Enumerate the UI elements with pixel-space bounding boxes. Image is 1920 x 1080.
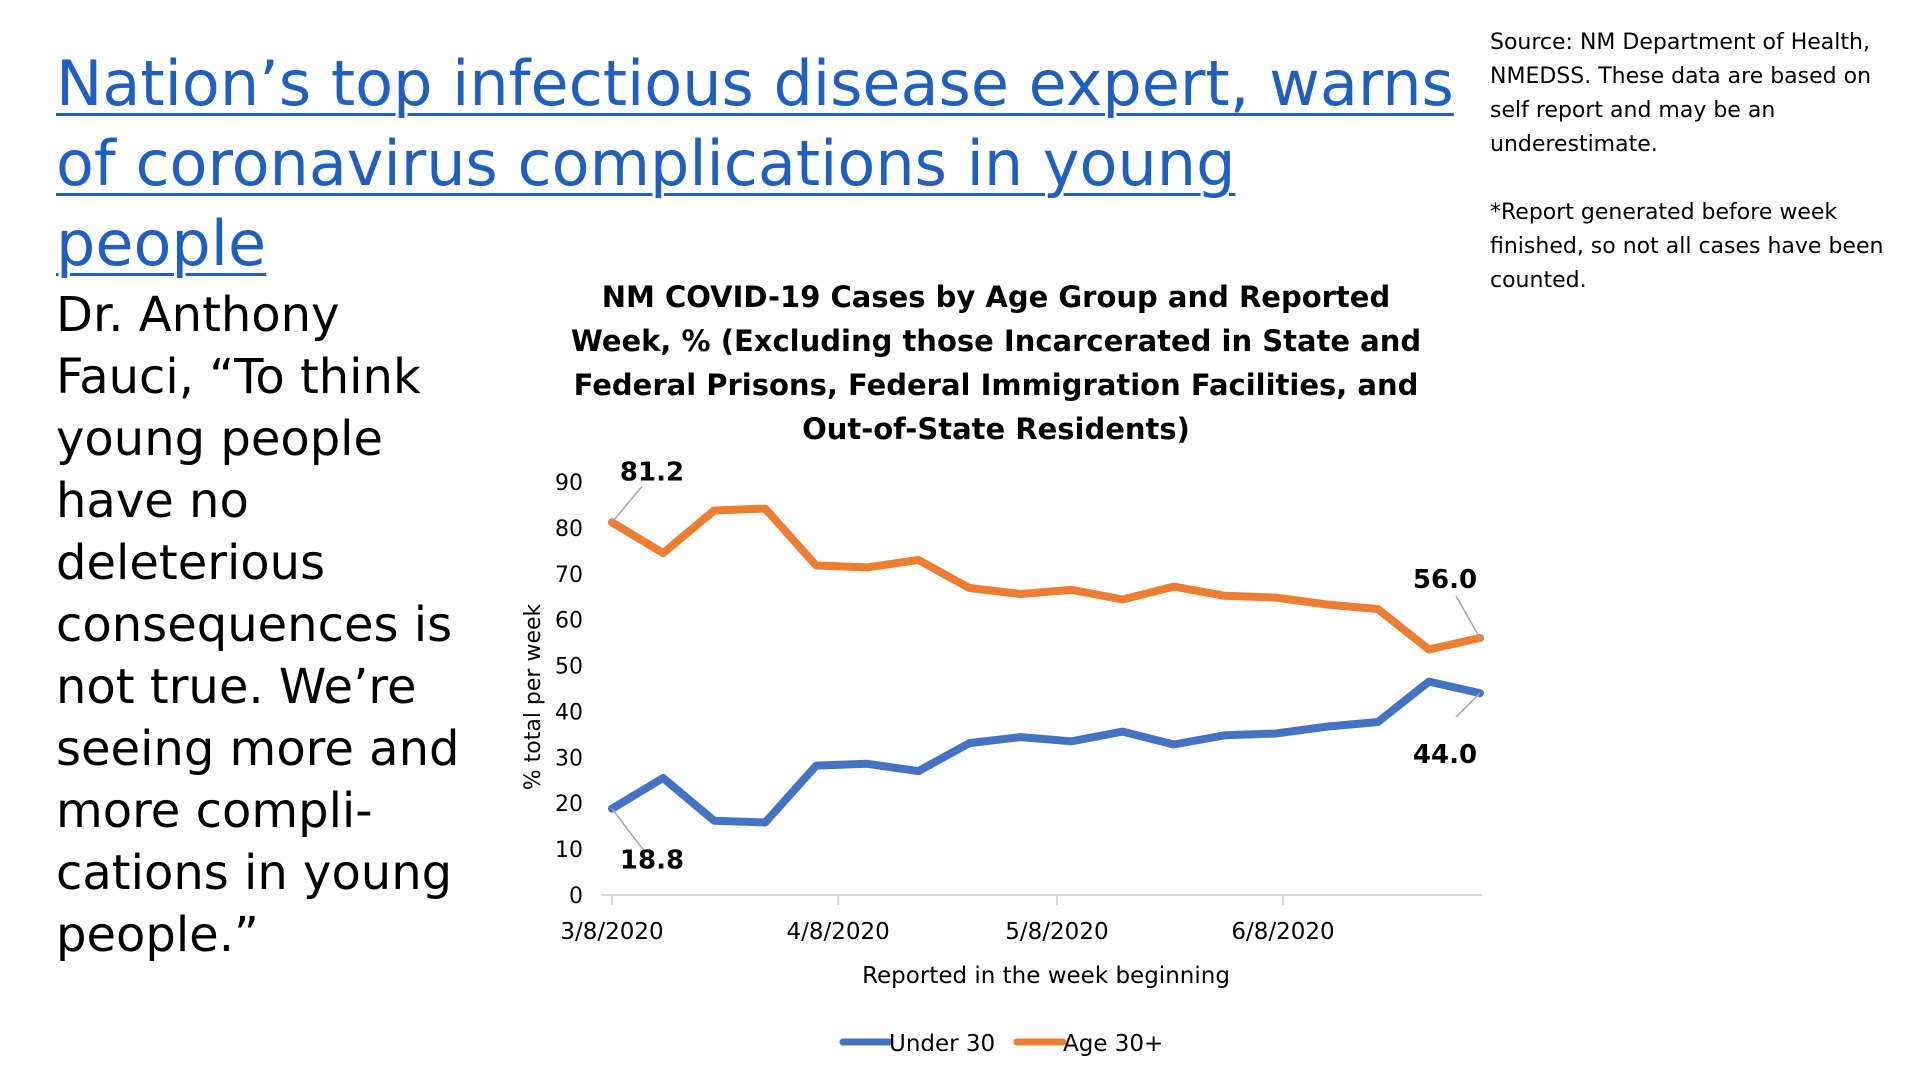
y-tick-label: 70	[555, 563, 583, 588]
legend: Under 30 Age 30+	[839, 1031, 1163, 1057]
data-label: 44.0	[1413, 740, 1477, 770]
chart-title-line: Week, % (Excluding those Incarcerated in…	[571, 324, 1421, 358]
series-line-under-30	[608, 677, 1484, 827]
x-tick-label: 3/8/2020	[560, 919, 663, 945]
y-axis-ticks: 0 10 20 30 40 50 60 70 80 90	[555, 471, 583, 909]
y-tick-label: 40	[555, 700, 583, 725]
y-tick-label: 20	[555, 792, 583, 817]
x-tick-label: 4/8/2020	[786, 919, 889, 945]
x-tick-label: 6/8/2020	[1231, 919, 1334, 945]
series-layer	[608, 504, 1484, 827]
x-tick-label: 5/8/2020	[1005, 919, 1108, 945]
headline-link[interactable]: Nation’s top infectious disease expert, …	[56, 47, 1454, 280]
source-text: Source: NM Department of Health, NMEDSS.…	[1490, 30, 1872, 157]
report-footnote: *Report generated before week finished, …	[1490, 200, 1884, 293]
legend-label: Age 30+	[1063, 1031, 1163, 1057]
source-note: Source: NM Department of Health, NMEDSS.…	[1490, 26, 1910, 332]
series-line-age-30	[608, 504, 1484, 654]
data-label: 56.0	[1413, 565, 1477, 595]
y-axis-label: % total per week	[521, 603, 546, 790]
x-axis	[602, 894, 1482, 905]
data-label: 18.8	[620, 846, 684, 876]
data-label-leader	[611, 808, 645, 852]
x-axis-label: Reported in the week beginning	[862, 963, 1230, 989]
fauci-quote: Dr. Anthony Fauci, “To think young peopl…	[56, 287, 460, 963]
y-tick-label: 90	[555, 471, 583, 496]
y-tick-label: 10	[555, 838, 583, 863]
y-tick-label: 0	[569, 884, 583, 909]
data-label-leader	[1455, 692, 1481, 718]
chart-title: NM COVID-19 Cases by Age Group and Repor…	[571, 280, 1421, 446]
data-label-leader	[611, 485, 643, 523]
x-axis-ticks: 3/8/2020 4/8/2020 5/8/2020 6/8/2020	[560, 919, 1334, 945]
data-labels: 81.2 18.8 56.0 44.0	[611, 457, 1481, 876]
data-label: 81.2	[620, 457, 684, 487]
chart-title-line: Out-of-State Residents)	[802, 412, 1190, 446]
y-tick-label: 30	[555, 746, 583, 771]
y-tick-label: 50	[555, 655, 583, 680]
legend-label: Under 30	[889, 1031, 995, 1057]
data-label-leader	[1455, 595, 1481, 639]
chart-title-line: NM COVID-19 Cases by Age Group and Repor…	[602, 280, 1390, 314]
y-tick-label: 60	[555, 609, 583, 634]
chart-title-line: Federal Prisons, Federal Immigration Fac…	[574, 368, 1419, 402]
y-tick-label: 80	[555, 517, 583, 542]
